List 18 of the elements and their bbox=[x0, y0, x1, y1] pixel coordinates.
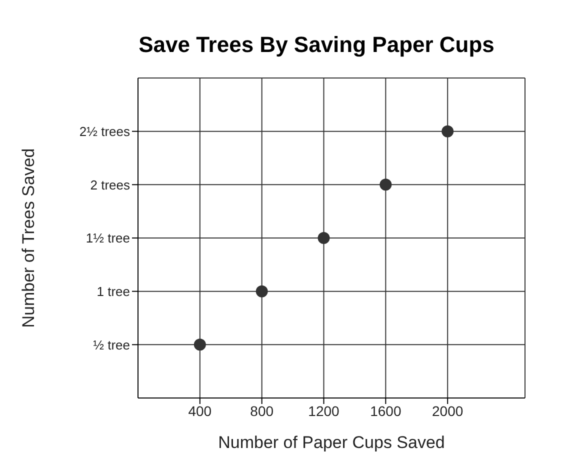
x-tick-label: 1600 bbox=[370, 402, 402, 419]
point bbox=[380, 178, 392, 191]
x-tick-label: 400 bbox=[188, 402, 212, 419]
point bbox=[318, 232, 330, 244]
x-tick-label: 800 bbox=[250, 402, 274, 419]
x-tick-label: 2000 bbox=[432, 402, 464, 419]
point bbox=[442, 125, 454, 138]
y-tick-label: 1 tree bbox=[96, 284, 130, 299]
y-tick-label: 1½ tree bbox=[86, 230, 130, 246]
y-tick-label: ½ tree bbox=[93, 337, 130, 352]
point bbox=[194, 338, 206, 351]
x-axis-title: Number of Paper Cups Saved bbox=[218, 433, 445, 452]
chart-title: Save Trees By Saving Paper Cups bbox=[138, 31, 496, 58]
y-tick-label: 2 trees bbox=[90, 177, 130, 192]
y-tick-label: 2½ trees bbox=[79, 124, 130, 139]
x-tick-label: 1200 bbox=[308, 402, 340, 419]
point bbox=[256, 285, 268, 298]
y-axis-title: Number of Trees Saved bbox=[19, 148, 38, 328]
